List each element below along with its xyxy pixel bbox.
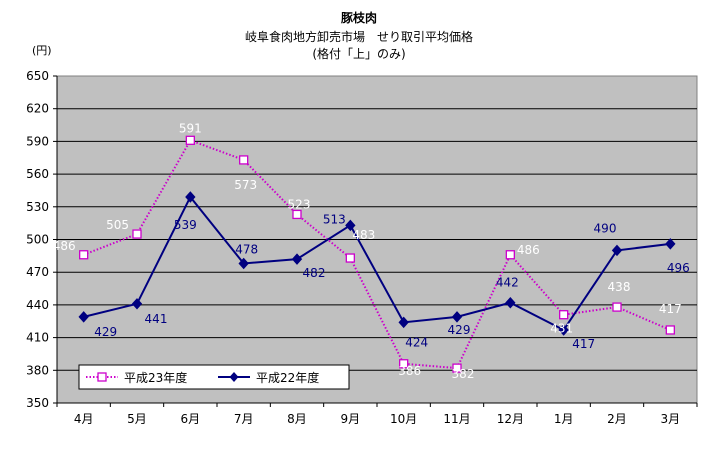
y-tick-label: 410	[26, 331, 49, 345]
series-line	[83, 139, 671, 370]
data-point	[612, 302, 622, 312]
x-tick-label: 3月	[661, 412, 681, 426]
data-point	[292, 209, 302, 220]
data-label: 438	[608, 280, 631, 294]
data-point	[185, 135, 195, 145]
data-label: 429	[448, 323, 471, 337]
data-point	[291, 253, 303, 265]
x-tick-label: 5月	[127, 412, 147, 426]
data-point	[558, 324, 569, 336]
data-point	[78, 311, 89, 323]
data-label: 539	[174, 218, 197, 232]
data-label: 482	[303, 266, 326, 280]
data-label: 386	[398, 364, 421, 378]
data-point	[505, 250, 515, 260]
x-axis: 4月 5月 6月 7月 8月 9月 10月 11月 12月 1月 2月 3月	[56, 402, 698, 426]
x-tick-label: 10月	[390, 412, 417, 426]
data-label: 591	[179, 121, 202, 135]
data-label: 431	[550, 322, 573, 336]
data-point	[665, 325, 675, 335]
x-tick-label: 12月	[497, 412, 524, 426]
data-label: 523	[288, 197, 311, 211]
data-point	[345, 253, 355, 263]
data-point	[452, 363, 462, 373]
series-layer	[78, 135, 676, 373]
y-tick-label: 380	[26, 363, 49, 377]
legend-marker	[229, 372, 239, 382]
x-tick-label: 11月	[443, 412, 470, 426]
data-point	[345, 219, 356, 232]
data-point	[238, 257, 249, 270]
data-labels: 486 505 591 573 523 483 386 382 486 431 438 417 429 4…	[53, 121, 690, 381]
data-point	[131, 298, 143, 310]
data-label: 505	[106, 218, 129, 232]
y-tick-label: 620	[26, 102, 49, 116]
legend-item-h23: 平成23年度	[86, 370, 187, 385]
series-line	[83, 195, 671, 332]
x-tick-label: 7月	[234, 412, 254, 426]
data-label: 382	[452, 367, 475, 381]
data-label: 490	[594, 221, 617, 235]
y-tick-label: 500	[26, 233, 49, 247]
data-point	[451, 311, 463, 323]
data-point	[185, 191, 196, 203]
y-tick-label: 530	[26, 200, 49, 214]
data-point	[665, 238, 676, 250]
x-tick-label: 1月	[554, 412, 574, 426]
y-tick-label: 470	[26, 265, 49, 279]
y-axis-unit: (円)	[32, 44, 52, 57]
chart-subtitle-line2: (格付「上」のみ)	[312, 46, 405, 61]
y-tick-label: 590	[26, 134, 49, 148]
gridlines	[57, 108, 697, 371]
chart-title: 豚枝肉	[340, 10, 377, 25]
data-label: 496	[667, 261, 690, 275]
data-point	[505, 296, 516, 309]
data-point	[611, 244, 623, 257]
data-label: 441	[145, 312, 168, 326]
y-tick-label: 560	[26, 167, 49, 181]
data-label: 424	[405, 335, 428, 349]
data-point	[239, 155, 249, 165]
series-h22	[78, 191, 676, 336]
data-label: 573	[234, 178, 257, 192]
x-tick-label: 4月	[74, 412, 94, 426]
data-point	[399, 359, 409, 369]
data-label: 417	[659, 302, 682, 316]
y-tick-label: 650	[26, 69, 49, 83]
data-point	[132, 229, 142, 239]
y-tick-label: 440	[26, 298, 49, 312]
series-h23	[79, 135, 675, 373]
data-label: 483	[352, 228, 375, 242]
data-point	[559, 310, 569, 320]
data-label: 513	[323, 212, 346, 226]
x-tick-label: 8月	[287, 412, 307, 426]
data-label: 486	[53, 239, 76, 253]
data-label: 442	[496, 276, 519, 290]
legend-box	[78, 364, 350, 390]
data-point	[398, 316, 409, 329]
legend: 平成23年度 平成22年度	[78, 364, 350, 390]
x-tick-label: 9月	[341, 412, 361, 426]
data-point	[79, 250, 89, 260]
legend-label: 平成23年度	[124, 370, 187, 385]
data-label: 429	[94, 325, 117, 339]
chart-subtitle-line1: 岐阜食肉地方卸売市場 せり取引平均価格	[245, 29, 473, 44]
data-label: 478	[235, 242, 258, 256]
x-tick-label: 2月	[607, 412, 627, 426]
data-label: 417	[572, 337, 595, 351]
x-tick-label: 6月	[181, 412, 201, 426]
y-axis: 350 380 410 440 470 500 530 560 590 620 650	[26, 69, 58, 410]
legend-item-h22: 平成22年度	[218, 370, 319, 385]
y-tick-label: 350	[26, 396, 49, 410]
legend-label: 平成22年度	[256, 370, 319, 385]
legend-marker	[97, 372, 107, 382]
data-label: 486	[517, 243, 540, 257]
